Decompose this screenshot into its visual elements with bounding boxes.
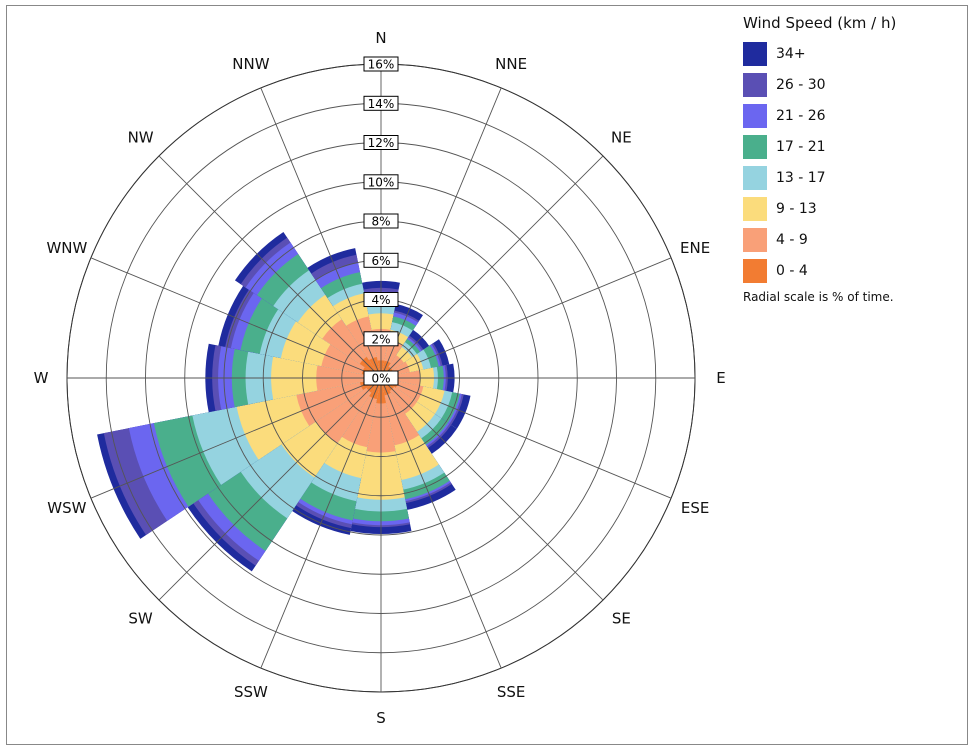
radial-tick-box — [363, 135, 399, 150]
legend-item: 0 - 4 — [743, 255, 963, 286]
radial-tick-box — [363, 331, 399, 347]
radial-tick-2: 2% — [363, 331, 399, 347]
spoke-sse — [380, 377, 502, 669]
radial-tick-10: 10% — [363, 174, 399, 190]
radial-tick-box — [363, 174, 399, 190]
radial-tick-label: 8% — [371, 215, 390, 229]
radial-tick-label: 6% — [371, 254, 390, 268]
radial-tick-label: 10% — [368, 175, 395, 189]
legend-swatch — [743, 258, 767, 283]
radial-tick-12: 12% — [363, 135, 399, 150]
direction-label-w: W — [34, 369, 49, 387]
radial-tick-labels: 0% 2% 4% 6% 8% 10% 12% 14% 16% — [363, 56, 399, 386]
petal-wsw — [97, 378, 381, 539]
radial-tick-label: 0% — [371, 372, 390, 386]
radial-tick-label: 4% — [371, 293, 390, 307]
legend-item: 4 - 9 — [743, 224, 963, 255]
legend-label: 13 - 17 — [776, 169, 826, 186]
radial-tick-box — [363, 213, 399, 229]
spoke-ene — [380, 257, 672, 379]
legend-label: 0 - 4 — [776, 262, 808, 279]
direction-label-ese: ESE — [681, 499, 709, 517]
radial-tick-label: 14% — [368, 97, 395, 111]
chart-frame — [6, 5, 968, 745]
direction-label-sw: SW — [128, 609, 153, 627]
radial-tick-8: 8% — [363, 213, 399, 229]
spoke-wnw — [90, 257, 382, 379]
legend-label: 4 - 9 — [776, 231, 808, 248]
legend-swatch — [743, 41, 767, 66]
direction-label-e: E — [716, 369, 725, 387]
radial-tick-box — [363, 56, 399, 72]
legend-swatch — [743, 72, 767, 97]
radial-tick-box — [363, 370, 399, 386]
direction-label-nnw: NNW — [232, 55, 269, 73]
direction-label-ssw: SSW — [234, 683, 268, 701]
legend-swatch — [743, 227, 767, 252]
direction-label-wsw: WSW — [47, 499, 86, 517]
legend-item: 26 - 30 — [743, 69, 963, 100]
direction-label-ne: NE — [611, 129, 632, 147]
radial-tick-label: 12% — [368, 136, 395, 150]
legend-note: Radial scale is % of time. — [743, 290, 894, 304]
petal-layer — [97, 231, 471, 572]
legend-item: 21 - 26 — [743, 100, 963, 131]
direction-label-nw: NW — [128, 129, 154, 147]
petal-sse — [381, 378, 456, 510]
radial-tick-box — [363, 95, 399, 111]
legend-swatch — [743, 196, 767, 221]
spoke-nnw — [260, 87, 382, 379]
radial-tick-box — [363, 252, 399, 268]
radial-tick-label: 16% — [368, 58, 395, 72]
petal-nne — [381, 303, 423, 378]
petal-ese — [381, 378, 471, 429]
spoke-ne — [380, 155, 604, 379]
direction-label-s: S — [376, 709, 386, 727]
legend-items: 34+ 26 - 30 21 - 26 17 - 21 13 - 17 9 - 13 4 -… — [743, 38, 963, 286]
direction-label-nne: NNE — [495, 55, 527, 73]
spoke-ese — [380, 377, 672, 499]
petal-sse-band-6 — [381, 378, 420, 446]
spoke-sw — [158, 377, 382, 601]
legend-swatch — [743, 165, 767, 190]
legend-label: 34+ — [776, 45, 806, 62]
legend-item: 17 - 21 — [743, 131, 963, 162]
radial-tick-4: 4% — [363, 292, 399, 307]
legend-label: 9 - 13 — [776, 200, 817, 217]
direction-labels: N NNE NE ENE E ESE SE SSE S SSW SW WSW W WNW NW NNW — [34, 29, 726, 727]
radial-tick-label: 2% — [371, 332, 390, 346]
petal-wnw — [218, 285, 381, 378]
petal-ssw — [292, 378, 381, 535]
spoke-nne — [380, 87, 502, 379]
legend-label: 21 - 26 — [776, 107, 826, 124]
spoke-wsw — [90, 377, 382, 499]
legend-label: 26 - 30 — [776, 76, 826, 93]
direction-label-ene: ENE — [680, 239, 710, 257]
direction-label-sse: SSE — [497, 683, 526, 701]
direction-label-wnw: WNW — [46, 239, 87, 257]
direction-label-se: SE — [612, 609, 631, 627]
legend-swatch — [743, 134, 767, 159]
radial-tick-0: 0% — [363, 370, 399, 386]
radial-tick-6: 6% — [363, 252, 399, 268]
direction-label-n: N — [375, 29, 386, 47]
legend-title: Wind Speed (km / h) — [743, 14, 897, 32]
legend-item: 34+ — [743, 38, 963, 69]
petal-wsw-band-6 — [296, 378, 381, 426]
legend-item: 9 - 13 — [743, 193, 963, 224]
legend: Wind Speed (km / h) 34+ 26 - 30 21 - 26 17 … — [743, 14, 963, 304]
petal-nnw — [307, 248, 381, 378]
legend-label: 17 - 21 — [776, 138, 826, 155]
spoke-se — [380, 377, 604, 601]
spoke-ssw — [260, 377, 382, 669]
radial-tick-14: 14% — [363, 95, 399, 111]
legend-swatch — [743, 103, 767, 128]
radial-tick-box — [363, 292, 399, 307]
spoke-nw — [158, 155, 382, 379]
radial-tick-16: 16% — [363, 56, 399, 72]
legend-item: 13 - 17 — [743, 162, 963, 193]
